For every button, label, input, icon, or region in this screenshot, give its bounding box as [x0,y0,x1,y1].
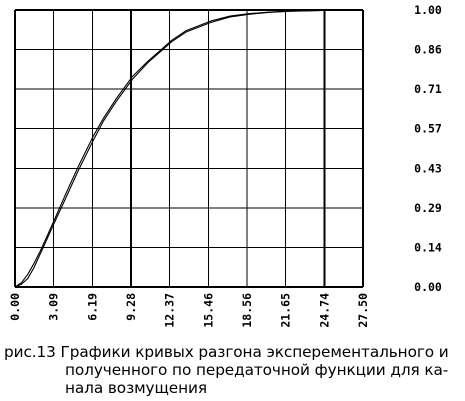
figure-caption: рис.13 Графики кривых разгона эксперемен… [4,343,462,397]
curve-series-2 [14,9,364,288]
chart-svg: 1.00 0.86 0.71 0.57 0.43 0.29 0.14 0.00 0.00 3.0… [8,3,442,328]
y-tick-label: 0.00 [414,280,442,294]
x-tick-label: 3.09 [47,293,61,321]
y-tick-label: 0.71 [414,82,442,96]
chart: 1.00 0.86 0.71 0.57 0.43 0.29 0.14 0.00 0.00 3.0… [8,3,442,328]
curve-series-1 [14,9,364,288]
x-tick-label: 18.56 [240,293,254,328]
x-tick-label: 24.74 [317,293,331,328]
caption-line-3: нала возмущения [65,379,207,397]
y-tick-label: 1.00 [414,3,442,17]
y-tick-labels: 1.00 0.86 0.71 0.57 0.43 0.29 0.14 0.00 [414,3,442,294]
x-tick-label: 9.28 [124,293,138,321]
x-tick-label: 12.37 [163,293,177,328]
y-tick-label: 0.14 [414,240,442,254]
grid [14,9,364,288]
y-tick-label: 0.43 [414,161,442,175]
y-tick-label: 0.29 [414,201,442,215]
x-tick-label: 27.50 [356,293,370,328]
curves [14,9,364,288]
y-tick-label: 0.57 [414,122,442,136]
x-tick-label: 21.65 [279,293,293,328]
caption-line-1: рис.13 Графики кривых разгона эксперемен… [4,343,449,361]
y-tick-label: 0.86 [414,43,442,57]
x-tick-label: 6.19 [85,293,99,321]
x-tick-labels: 0.00 3.09 6.19 9.28 12.37 15.46 18.56 21.65 24.7… [8,293,370,328]
x-tick-label: 0.00 [8,293,22,321]
x-tick-label: 15.46 [201,293,215,328]
caption-line-2: полученного по передаточной функции для … [65,361,449,379]
